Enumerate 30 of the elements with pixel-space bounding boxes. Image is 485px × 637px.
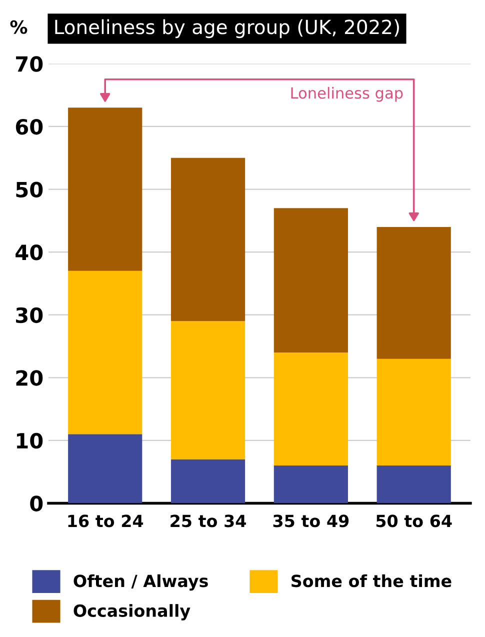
bar <box>376 466 451 504</box>
y-tick-label: 30 <box>16 307 43 324</box>
bar <box>68 270 142 434</box>
legend-label: Often / Always <box>74 574 208 591</box>
y-tick-label: 10 <box>17 432 43 449</box>
bar <box>274 352 348 466</box>
bar <box>376 358 451 466</box>
y-tick-label: 20 <box>16 370 43 386</box>
legend-label: Occasionally <box>74 604 190 620</box>
bar <box>68 108 142 271</box>
x-tick-label: 50 to 64 <box>376 514 452 528</box>
y-tick-label: 60 <box>16 118 43 135</box>
y-tick-label: 0 <box>30 496 43 512</box>
bar <box>376 226 451 359</box>
chart-title: Loneliness by age group (UK, 2022) <box>55 19 399 38</box>
bar <box>274 208 348 353</box>
bar <box>170 158 246 322</box>
y-tick-label: 70 <box>16 56 43 72</box>
bar <box>274 466 348 504</box>
y-tick-label: 50 <box>16 182 43 198</box>
annotation: Loneliness gap <box>291 86 403 102</box>
y-tick-label: 40 <box>16 244 43 260</box>
bar <box>170 459 246 504</box>
x-tick-label: 16 to 24 <box>68 514 144 528</box>
bar <box>68 434 142 504</box>
x-tick-label: 25 to 34 <box>170 514 246 528</box>
x-tick-label: 35 to 49 <box>273 514 349 528</box>
legend-label: Some of the time <box>292 574 452 588</box>
bar <box>170 321 246 460</box>
y-axis-title: % <box>10 20 28 34</box>
